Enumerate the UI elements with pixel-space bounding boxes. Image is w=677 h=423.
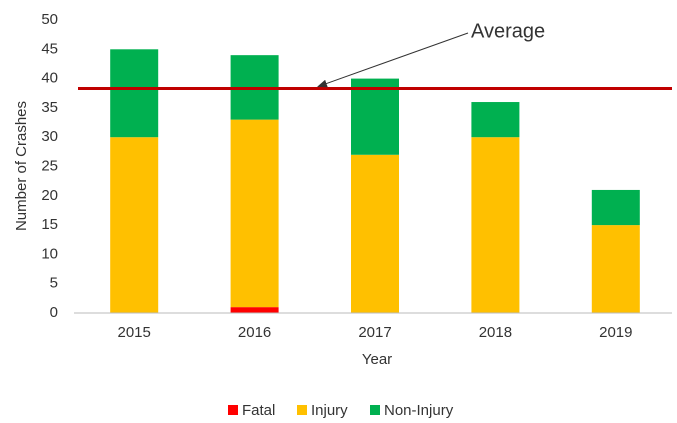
legend-swatch	[370, 405, 380, 415]
x-tick-label: 2015	[118, 324, 151, 341]
x-tick-label: 2017	[358, 324, 391, 341]
y-tick-label: 50	[41, 11, 58, 28]
y-tick-label: 40	[41, 70, 58, 87]
x-axis-label: Year	[362, 351, 392, 368]
y-tick-label: 20	[41, 187, 58, 204]
y-tick-label: 15	[41, 216, 58, 233]
y-tick-label: 45	[41, 40, 58, 57]
bar-segment	[351, 78, 399, 155]
bar-segment	[471, 137, 520, 313]
bar-segment	[471, 102, 520, 138]
legend-swatch	[297, 405, 307, 415]
y-tick-label: 5	[50, 275, 58, 292]
x-tick-label: 2016	[238, 324, 271, 341]
annotation-label: Average	[471, 20, 545, 42]
y-axis-label: Number of Crashes	[13, 101, 30, 231]
bar-segment	[110, 137, 159, 313]
legend-label: Non-Injury	[384, 402, 454, 419]
legend-label: Injury	[311, 402, 348, 419]
legend-swatch	[228, 405, 238, 415]
annotation-arrow	[317, 32, 469, 88]
y-tick-label: 10	[41, 245, 58, 262]
bar-segment	[591, 189, 640, 226]
bar-segment	[110, 49, 159, 138]
legend-label: Fatal	[242, 402, 275, 419]
x-tick-label: 2018	[479, 324, 512, 341]
bar-segment	[230, 307, 279, 313]
y-tick-label: 0	[50, 304, 58, 321]
y-tick-label: 35	[41, 99, 58, 116]
bar-segment	[230, 119, 279, 308]
y-tick-label: 25	[41, 157, 58, 174]
bar-segment	[351, 154, 399, 313]
bar-segment	[591, 225, 640, 313]
y-tick-label: 30	[41, 128, 58, 145]
x-tick-label: 2019	[599, 324, 632, 341]
